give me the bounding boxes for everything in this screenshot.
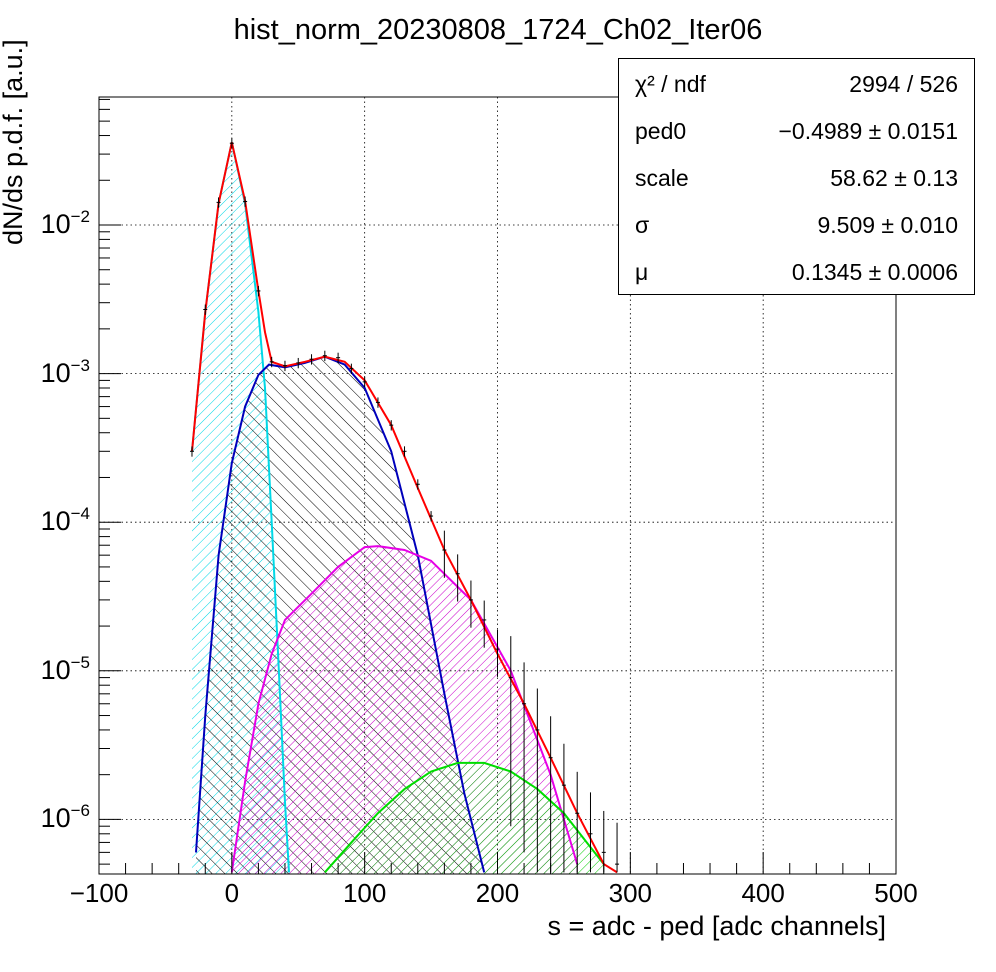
x-tick-label: 400 bbox=[741, 878, 785, 908]
x-tick-label: 200 bbox=[475, 878, 520, 908]
x-tick-label: 500 bbox=[874, 878, 918, 908]
stats-name: μ bbox=[635, 259, 649, 285]
x-axis-label: s = adc - ped [adc channels] bbox=[547, 911, 886, 941]
stats-value: −0.4989 ± 0.0151 bbox=[778, 118, 958, 144]
stats-value: 9.509 ± 0.010 bbox=[817, 212, 958, 238]
component-curve-3 bbox=[324, 761, 605, 874]
stats-row-chi2: χ² / ndf 2994 / 526 bbox=[619, 59, 974, 105]
data-points bbox=[189, 138, 620, 873]
y-tick-label: 10−4 bbox=[40, 504, 90, 537]
y-tick-label: 10−3 bbox=[40, 355, 90, 388]
component-fill-3 bbox=[324, 762, 604, 874]
stats-row-ped0: ped0 −0.4989 ± 0.0151 bbox=[619, 106, 974, 152]
x-tick-label: −100 bbox=[69, 878, 129, 908]
y-tick-label: 10−2 bbox=[40, 207, 90, 239]
x-tick-label: 100 bbox=[342, 878, 387, 908]
total-fit-curve bbox=[191, 142, 618, 874]
component-curve-1 bbox=[195, 355, 486, 873]
stats-value: 2994 / 526 bbox=[849, 71, 958, 97]
stats-name: ped0 bbox=[635, 118, 687, 144]
x-tick-label: 300 bbox=[608, 878, 653, 908]
stats-row-scale: scale 58.62 ± 0.13 bbox=[619, 153, 974, 199]
stats-name: scale bbox=[635, 165, 689, 191]
component-fills bbox=[192, 142, 604, 875]
x-tick-label: 0 bbox=[224, 878, 240, 908]
y-tick-label: 10−6 bbox=[40, 801, 90, 834]
stats-row-mu: μ 0.1345 ± 0.0006 bbox=[619, 247, 974, 293]
axis-ticks bbox=[98, 98, 897, 874]
stats-value: 0.1345 ± 0.0006 bbox=[791, 259, 958, 285]
y-tick-label: 10−5 bbox=[40, 652, 90, 685]
stats-value: 58.62 ± 0.13 bbox=[830, 165, 958, 191]
stats-name: σ bbox=[635, 212, 650, 238]
stats-name: χ² / ndf bbox=[635, 71, 706, 97]
fit-stats-box: χ² / ndf 2994 / 526 ped0 −0.4989 ± 0.015… bbox=[618, 58, 975, 295]
chart-title: hist_norm_20230808_1724_Ch02_Iter06 bbox=[233, 14, 763, 46]
stats-row-sigma: σ 9.509 ± 0.010 bbox=[619, 200, 974, 246]
